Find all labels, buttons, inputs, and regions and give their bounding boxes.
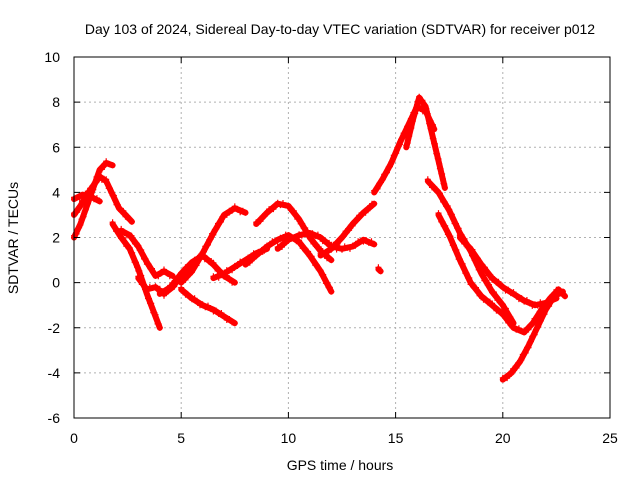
- y-tick-label: -6: [48, 410, 61, 426]
- x-tick-label: 5: [177, 430, 185, 446]
- y-tick-label: 4: [52, 184, 60, 200]
- x-tick-label: 20: [495, 430, 511, 446]
- series-markers: [317, 200, 378, 257]
- series-markers: [274, 229, 378, 253]
- series-track: [118, 225, 176, 280]
- y-tick-label: 0: [52, 275, 60, 291]
- plot-series: [71, 93, 568, 383]
- y-tick-label: 8: [52, 94, 60, 110]
- series-markers: [118, 225, 176, 280]
- series-track: [178, 203, 249, 286]
- series-track: [178, 284, 238, 327]
- series-markers: [521, 286, 568, 334]
- axis-ticks: 0 5 10 15 20 25 -6 -4 -2 0 2 4 6 8 10: [44, 49, 618, 446]
- y-tick-label: 6: [52, 139, 60, 155]
- series-markers: [375, 264, 384, 275]
- y-tick-label: 2: [52, 230, 60, 246]
- x-tick-label: 15: [388, 430, 404, 446]
- y-axis-label: SDTVAR / TECUs: [5, 182, 21, 294]
- series-track: [317, 200, 378, 259]
- series-markers: [178, 203, 249, 284]
- series-track: [521, 286, 568, 336]
- series-markers: [403, 93, 448, 191]
- x-axis-label: GPS time / hours: [287, 457, 394, 473]
- series-track: [375, 264, 384, 275]
- chart-title: Day 103 of 2024, Sidereal Day-to-day VTE…: [85, 21, 595, 37]
- x-tick-label: 25: [602, 430, 618, 446]
- y-tick-label: 10: [44, 49, 60, 65]
- series-markers: [435, 210, 528, 336]
- y-tick-label: -2: [48, 320, 61, 336]
- series-track: [71, 190, 103, 205]
- y-tick-label: -4: [48, 365, 61, 381]
- series-track: [274, 229, 378, 253]
- x-tick-label: 0: [70, 430, 78, 446]
- series-track: [435, 210, 528, 336]
- series-markers: [178, 284, 238, 327]
- series-track: [403, 93, 448, 191]
- x-tick-label: 10: [281, 430, 297, 446]
